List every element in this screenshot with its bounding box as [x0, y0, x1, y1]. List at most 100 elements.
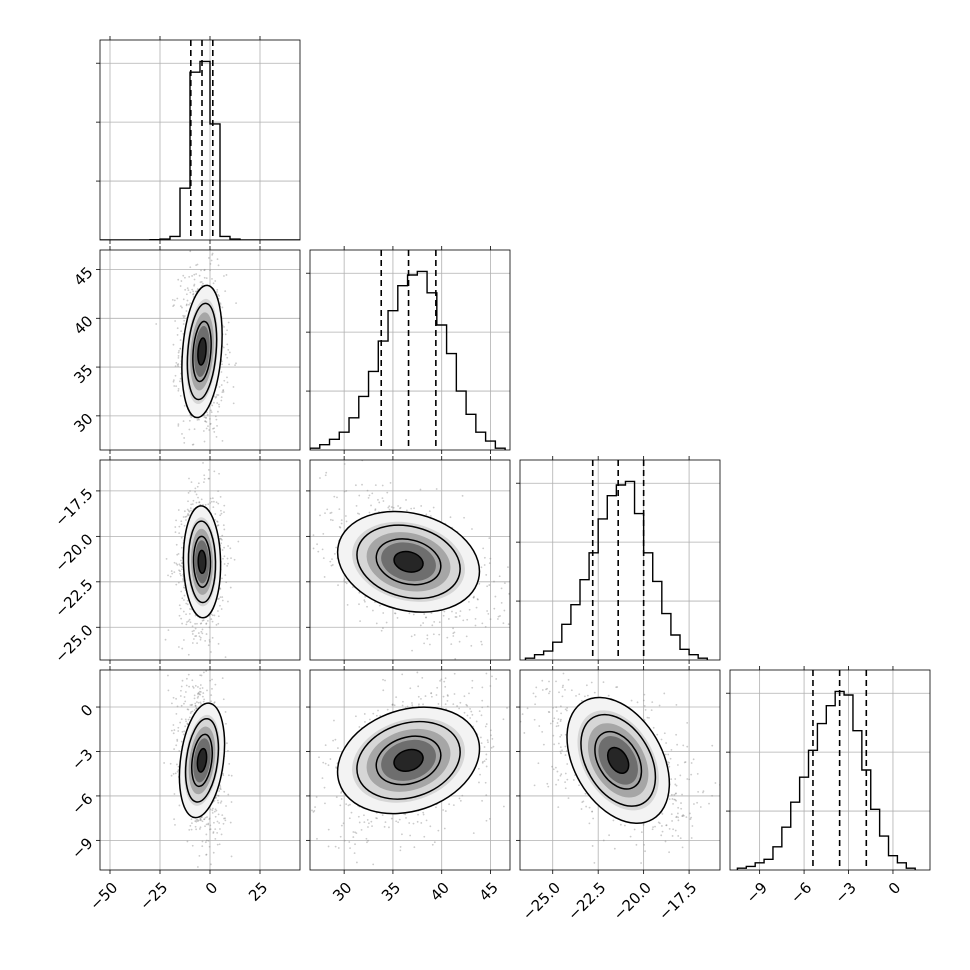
scatter-point: [198, 418, 200, 421]
scatter-point: [191, 630, 194, 633]
scatter-point: [191, 647, 193, 649]
scatter-point: [222, 390, 225, 393]
scatter-point: [174, 365, 177, 368]
scatter-point: [219, 495, 222, 498]
scatter-point: [499, 615, 501, 617]
scatter-point: [211, 252, 214, 255]
scatter-point: [186, 621, 188, 623]
scatter-point: [390, 506, 393, 508]
scatter-point: [186, 299, 189, 302]
scatter-point: [218, 822, 221, 824]
scatter-point: [692, 758, 695, 761]
scatter-point: [491, 738, 494, 740]
scatter-point: [201, 840, 204, 843]
scatter-point: [372, 609, 374, 612]
scatter-point: [337, 747, 339, 749]
scatter-point: [372, 712, 375, 715]
scatter-point: [287, 828, 289, 830]
scatter-point: [192, 292, 195, 295]
scatter-point: [490, 746, 493, 749]
scatter-point: [216, 524, 219, 527]
scatter-point: [470, 644, 473, 647]
scatter-point: [558, 691, 560, 694]
scatter-point: [187, 513, 189, 515]
scatter-point: [179, 377, 182, 380]
scatter-point: [224, 656, 227, 659]
scatter-point: [562, 684, 564, 687]
scatter-point: [338, 508, 341, 511]
scatter-point: [224, 290, 227, 293]
scatter-point: [378, 501, 381, 504]
scatter-point: [179, 305, 182, 308]
scatter-point: [422, 703, 424, 706]
scatter-point: [221, 577, 223, 580]
scatter-point: [481, 706, 484, 709]
scatter-point: [232, 386, 235, 388]
scatter-point: [566, 707, 569, 709]
scatter-point: [173, 385, 176, 387]
scatter-point: [478, 781, 480, 784]
scatter-point: [343, 490, 346, 493]
scatter-point: [184, 276, 186, 279]
scatter-point: [185, 720, 188, 723]
scatter-point: [462, 619, 465, 622]
scatter-point: [493, 580, 495, 583]
scatter-point: [195, 635, 198, 637]
scatter-point: [689, 818, 692, 820]
scatter-point: [194, 704, 197, 707]
scatter-point: [327, 764, 330, 767]
scatter-point: [227, 348, 230, 351]
scatter-point: [485, 765, 488, 768]
scatter-point: [203, 698, 206, 701]
scatter-point: [203, 481, 205, 483]
scatter-point: [374, 509, 377, 512]
scatter-point: [487, 612, 490, 615]
scatter-point: [219, 801, 222, 804]
scatter-point: [180, 704, 183, 707]
scatter-point: [497, 618, 499, 620]
scatter-point: [222, 772, 224, 775]
scatter-point: [227, 321, 230, 324]
scatter-point: [345, 582, 348, 585]
scatter-point: [181, 546, 183, 549]
scatter-point: [188, 716, 191, 719]
scatter-point: [214, 683, 217, 686]
scatter-point: [209, 828, 212, 831]
scatter-point: [420, 505, 423, 507]
scatter-point: [224, 353, 227, 356]
scatter-point: [469, 717, 472, 719]
scatter-point: [230, 855, 233, 858]
panel-frame: [309, 669, 511, 871]
scatter-point: [226, 376, 228, 379]
scatter-point: [564, 733, 567, 736]
scatter-point: [337, 847, 340, 849]
scatter-point: [260, 862, 262, 864]
contour-line: [197, 337, 207, 366]
scatter-point: [218, 597, 220, 600]
scatter-point: [215, 418, 218, 421]
scatter-point: [352, 836, 355, 838]
scatter-point: [191, 625, 194, 628]
scatter-point: [329, 758, 332, 760]
scatter-point: [176, 327, 179, 330]
scatter-point: [366, 819, 369, 821]
scatter-point: [508, 592, 510, 595]
scatter-point: [468, 692, 470, 695]
scatter-point: [187, 509, 190, 512]
scatter-point: [188, 477, 190, 480]
scatter-point: [201, 687, 204, 689]
scatter-point: [213, 799, 216, 802]
scatter-point: [201, 619, 204, 622]
scatter-point: [184, 718, 187, 721]
scatter-point: [177, 278, 180, 281]
scatter-point: [181, 730, 184, 733]
scatter-point: [211, 811, 214, 814]
scatter-point: [689, 812, 691, 815]
scatter-point: [196, 418, 199, 421]
scatter-point: [180, 536, 183, 539]
scatter-point: [419, 624, 422, 627]
scatter-point: [468, 600, 470, 603]
scatter-point: [355, 504, 358, 507]
scatter-point: [198, 274, 201, 277]
